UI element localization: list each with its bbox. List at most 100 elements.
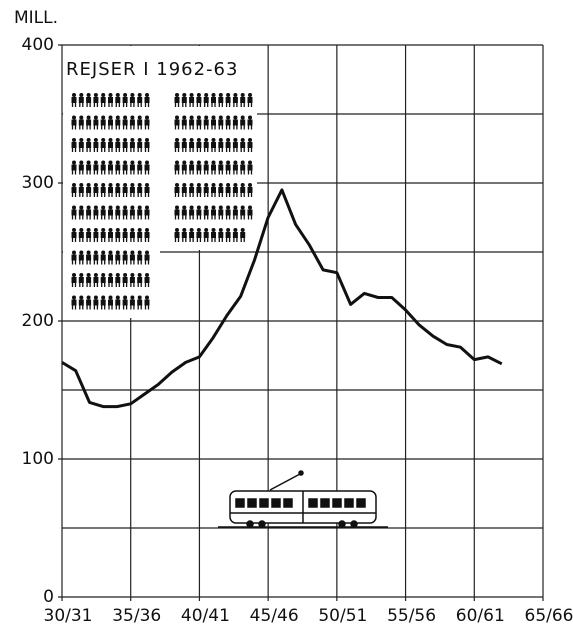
person-icon — [226, 183, 230, 187]
person-icon — [212, 161, 216, 165]
person-icon — [211, 142, 216, 148]
person-icon — [175, 142, 180, 148]
person-icon — [130, 93, 134, 97]
person-icon — [190, 116, 194, 120]
person-icon — [79, 273, 83, 277]
person-icon — [204, 183, 208, 187]
person-icon — [130, 232, 135, 238]
person-icon — [218, 97, 223, 103]
person-icon — [219, 138, 223, 142]
person-icon — [79, 277, 84, 283]
person-icon — [87, 116, 91, 120]
person-icon — [86, 187, 91, 193]
person-icon — [93, 300, 98, 306]
person-icon — [79, 183, 83, 187]
y-tick-label: 300 — [22, 173, 54, 193]
person-icon — [145, 251, 149, 255]
person-icon — [204, 206, 208, 210]
person-icon — [79, 187, 84, 193]
person-icon — [196, 232, 201, 238]
person-icon — [138, 228, 142, 232]
person-icon — [189, 142, 194, 148]
person-icon — [189, 232, 194, 238]
x-tick-label: 40/41 — [181, 606, 230, 626]
person-icon — [226, 93, 230, 97]
person-icon — [211, 120, 216, 126]
person-icon — [233, 187, 238, 193]
person-icon — [138, 251, 142, 255]
person-icon — [226, 232, 231, 238]
person-icon — [123, 142, 128, 148]
tram-icon — [218, 471, 388, 527]
person-icon — [79, 210, 84, 216]
person-icon — [197, 138, 201, 142]
person-icon — [101, 183, 105, 187]
person-icon — [175, 116, 179, 120]
person-icon — [175, 206, 179, 210]
person-icon — [211, 97, 216, 103]
person-icon — [115, 255, 120, 261]
person-icon — [241, 93, 245, 97]
person-icon — [248, 142, 253, 148]
person-icon — [175, 210, 180, 216]
person-icon — [233, 116, 237, 120]
person-icon — [204, 138, 208, 142]
person-icon — [248, 161, 252, 165]
person-icon — [130, 116, 134, 120]
person-icon — [72, 93, 76, 97]
person-icon — [240, 187, 245, 193]
person-icon — [108, 142, 113, 148]
person-icon — [182, 142, 187, 148]
person-icon — [130, 273, 134, 277]
person-icon — [219, 183, 223, 187]
person-icon — [197, 161, 201, 165]
person-icon — [109, 183, 113, 187]
person-icon — [190, 161, 194, 165]
person-icon — [94, 183, 98, 187]
y-tick-label: 400 — [22, 35, 54, 55]
person-icon — [101, 93, 105, 97]
person-icon — [93, 142, 98, 148]
x-tick-label: 45/46 — [250, 606, 299, 626]
person-icon — [204, 161, 208, 165]
person-icon — [212, 183, 216, 187]
person-icon — [233, 138, 237, 142]
person-icon — [72, 97, 77, 103]
person-icon — [79, 165, 84, 171]
person-icon — [137, 255, 142, 261]
person-icon — [109, 116, 113, 120]
person-icon — [94, 161, 98, 165]
person-icon — [175, 161, 179, 165]
x-tick-label: 30/31 — [44, 606, 93, 626]
person-icon — [116, 116, 120, 120]
person-icon — [79, 138, 83, 142]
person-icon — [86, 165, 91, 171]
person-icon — [197, 116, 201, 120]
person-icon — [138, 116, 142, 120]
person-icon — [233, 161, 237, 165]
person-icon — [197, 93, 201, 97]
person-icon — [101, 277, 106, 283]
person-icon — [79, 228, 83, 232]
person-icon — [123, 300, 128, 306]
person-icon — [204, 232, 209, 238]
person-icon — [145, 255, 150, 261]
person-icon — [145, 228, 149, 232]
person-icon — [115, 300, 120, 306]
person-icon — [182, 161, 186, 165]
person-icon — [226, 210, 231, 216]
person-icon — [248, 183, 252, 187]
person-icon — [115, 187, 120, 193]
person-icon — [130, 138, 134, 142]
person-icon — [219, 206, 223, 210]
person-icon — [86, 277, 91, 283]
person-icon — [248, 120, 253, 126]
person-icon — [108, 120, 113, 126]
person-icon — [219, 93, 223, 97]
person-icon — [204, 142, 209, 148]
person-icon — [86, 97, 91, 103]
person-icon — [101, 206, 105, 210]
person-icon — [72, 138, 76, 142]
person-icon — [182, 165, 187, 171]
person-icon — [123, 183, 127, 187]
